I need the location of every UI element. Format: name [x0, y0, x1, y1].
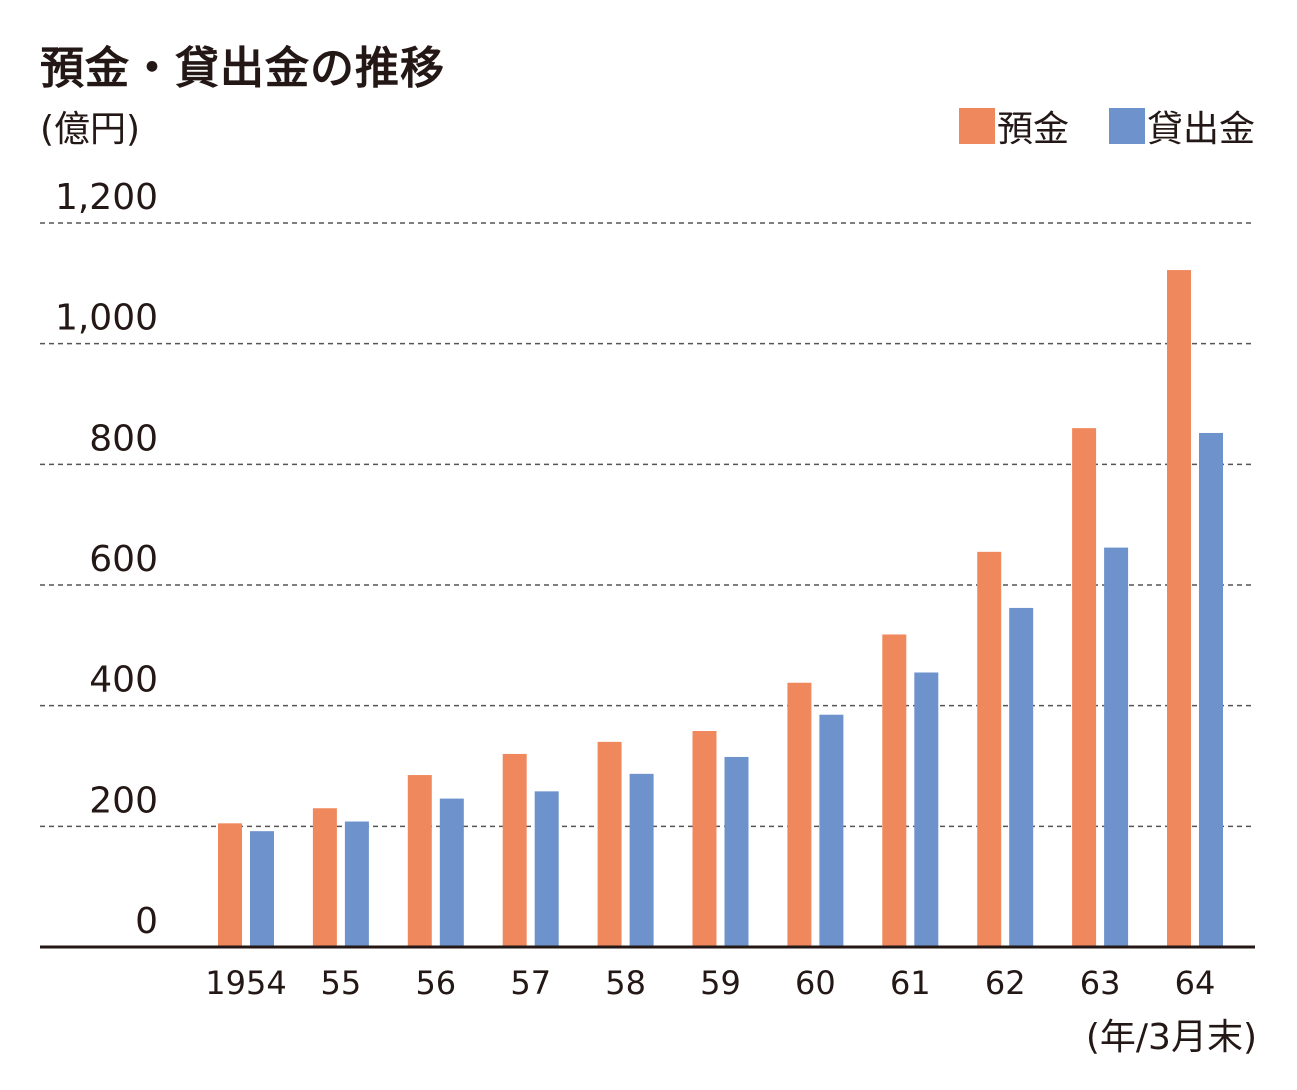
bar-loans: [629, 773, 654, 947]
x-tick-label: 56: [415, 964, 456, 1002]
y-tick-label: 400: [89, 660, 158, 701]
bar-deposits: [1072, 428, 1097, 948]
bar-loans: [819, 714, 844, 947]
bar-loans: [724, 756, 749, 947]
x-tick-label: 55: [321, 964, 362, 1002]
bar-deposits: [407, 775, 432, 947]
bar-loans: [344, 821, 369, 947]
bar-deposits: [502, 753, 527, 947]
bar-loans: [250, 831, 274, 947]
bar-loans: [439, 798, 464, 947]
x-unit-label: (年/3月末): [1085, 1017, 1257, 1058]
legend-swatch-loans: [1108, 108, 1145, 144]
bar-deposits: [977, 551, 1002, 947]
bar-deposits: [597, 741, 622, 947]
y-unit-label: (億円): [40, 109, 141, 150]
bar-deposits: [692, 731, 717, 947]
x-tick-label: 60: [795, 964, 836, 1002]
bar-loans: [1104, 547, 1129, 947]
y-tick-label: 800: [89, 418, 158, 459]
x-tick-label: 1954: [205, 964, 286, 1002]
legend-item-loans: 貸出金: [1108, 100, 1255, 152]
y-tick-label: 1,000: [55, 298, 158, 339]
legend-swatch-deposits: [958, 108, 995, 144]
y-tick-label: 600: [89, 539, 158, 580]
bar-deposits: [218, 823, 242, 947]
x-tick-label: 63: [1080, 964, 1121, 1002]
legend-label-loans: 貸出金: [1146, 109, 1255, 150]
bar-loans: [534, 791, 559, 947]
y-tick-label: 0: [135, 901, 158, 942]
legend-item-deposits: 預金: [958, 100, 1069, 152]
x-tick-label: 59: [700, 964, 741, 1002]
bar-deposits: [312, 808, 337, 947]
bar-loans: [1199, 432, 1223, 948]
legend: 預金 貸出金: [919, 100, 1255, 152]
x-tick-label: 61: [890, 964, 931, 1002]
chart-title: 預金・貸出金の推移: [40, 43, 445, 94]
x-tick-label: 64: [1175, 964, 1216, 1002]
legend-label-deposits: 預金: [996, 109, 1069, 150]
bar-deposits: [882, 634, 907, 947]
bar-deposits: [787, 682, 812, 947]
x-tick-label: 58: [605, 964, 646, 1002]
bar-loans: [1009, 607, 1034, 947]
y-tick-label: 1,200: [55, 177, 158, 218]
bar-loans: [914, 672, 939, 947]
bar-deposits: [1167, 270, 1191, 947]
y-tick-label: 200: [89, 780, 158, 821]
x-tick-label: 57: [510, 964, 551, 1002]
x-tick-label: 62: [985, 964, 1026, 1002]
